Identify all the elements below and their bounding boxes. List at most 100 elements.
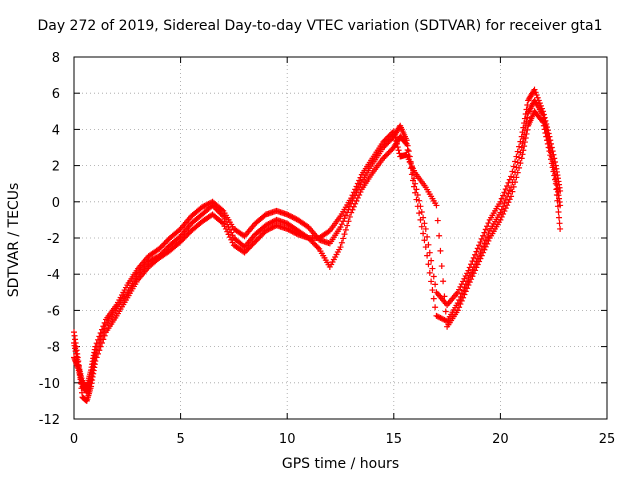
data-point [468,276,475,283]
data-point [430,273,437,280]
data-point [395,147,402,154]
data-point [470,270,477,277]
data-point [348,200,355,207]
data-point [228,236,235,243]
data-point [454,300,461,307]
data-point [509,168,516,175]
data-point [289,214,296,221]
data-point [536,100,543,107]
data-point [245,245,252,252]
data-point [478,235,485,242]
data-point [218,219,225,226]
data-point [433,312,440,319]
data-point [521,115,528,122]
data-point [248,242,255,249]
data-point [502,205,509,212]
data-point [456,296,463,303]
data-point [541,126,548,133]
data-point [466,264,473,271]
data-point [429,287,436,294]
data-point [354,180,361,187]
data-point [556,214,563,221]
data-point [538,117,545,124]
data-points [71,86,564,404]
data-point [262,222,269,229]
data-point [518,133,525,140]
data-point [162,239,169,246]
data-point [394,144,401,151]
data-point [340,218,347,225]
data-point [429,265,436,272]
data-point [226,234,233,241]
data-point [522,111,529,118]
data-point [454,307,461,314]
data-point [256,234,263,241]
data-point [344,209,351,216]
data-point [414,192,421,199]
data-point [242,248,249,255]
data-point [312,241,319,248]
data-point [178,237,185,244]
data-point [220,220,227,227]
data-point [543,133,550,140]
data-point [354,187,361,194]
data-point [465,282,472,289]
data-point [418,208,425,215]
data-point [532,89,539,96]
data-point [386,137,393,144]
data-point [268,219,275,226]
data-point [440,278,447,285]
data-point [554,203,561,210]
data-point [523,130,530,137]
data-point [161,240,168,247]
data-point [182,233,189,240]
data-point [510,183,517,190]
data-point [420,230,427,237]
data-point [550,168,557,175]
data-point [391,131,398,138]
data-point [538,105,545,112]
data-point [380,139,387,146]
data-point [457,301,464,308]
data-point [428,257,435,264]
data-point [157,244,164,251]
data-point [337,224,344,231]
data-point [513,174,520,181]
data-point [269,224,276,231]
data-point [220,213,227,220]
data-point [353,183,360,190]
y-tick-label: 4 [52,123,60,138]
data-point [338,221,345,228]
data-point [533,92,540,99]
data-point [250,239,257,246]
data-point [476,258,483,265]
y-tick-label: 0 [52,196,60,211]
data-point [434,217,441,224]
data-point [426,249,433,256]
data-point [484,223,491,230]
data-point [553,192,560,199]
data-point [345,218,352,225]
data-point [514,169,521,176]
data-point [356,177,363,184]
data-point [462,273,469,280]
data-point [382,152,389,159]
data-point [184,231,191,238]
data-point [97,330,104,337]
data-point [506,187,513,194]
data-point [500,211,507,218]
data-point [521,139,528,146]
data-point [350,189,357,196]
data-point [205,200,212,207]
data-point [241,249,248,256]
data-point [540,122,547,129]
data-point [428,278,435,285]
data-point [93,354,100,361]
data-point [292,215,299,222]
data-point [92,343,99,350]
data-point [253,237,260,244]
data-point [552,158,559,165]
data-point [249,241,256,248]
data-point [544,137,551,144]
data-point [411,175,418,182]
